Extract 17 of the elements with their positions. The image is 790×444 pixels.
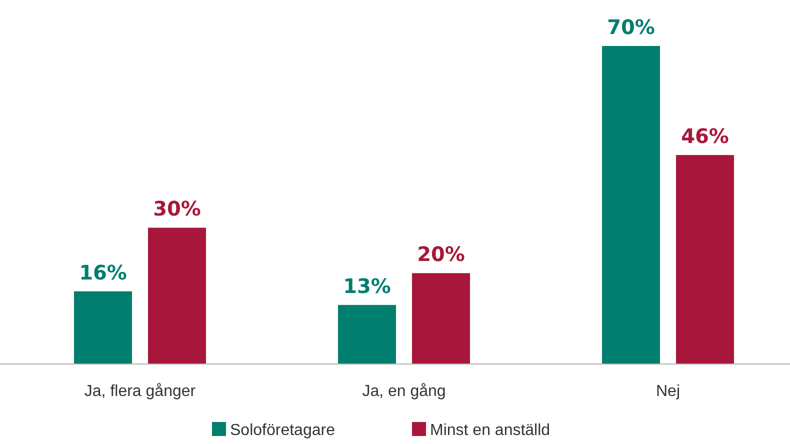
x-tick-label: Nej	[656, 383, 680, 400]
x-tick-label: Ja, en gång	[362, 383, 446, 400]
data-label: 20%	[417, 242, 465, 266]
data-label: 16%	[79, 260, 127, 284]
bar	[412, 273, 470, 364]
bar	[74, 291, 132, 364]
x-tick-label: Ja, flera gånger	[84, 383, 196, 400]
bar	[676, 155, 734, 364]
data-label: 30%	[153, 196, 201, 221]
bar	[148, 228, 206, 364]
legend-label: Minst en anställd	[430, 422, 550, 439]
data-label: 13%	[343, 274, 391, 298]
bar	[602, 46, 660, 364]
data-label: 70%	[607, 15, 655, 39]
bar	[338, 304, 396, 364]
legend-label: Soloföretagare	[230, 422, 336, 439]
data-label: 46%	[681, 124, 729, 148]
